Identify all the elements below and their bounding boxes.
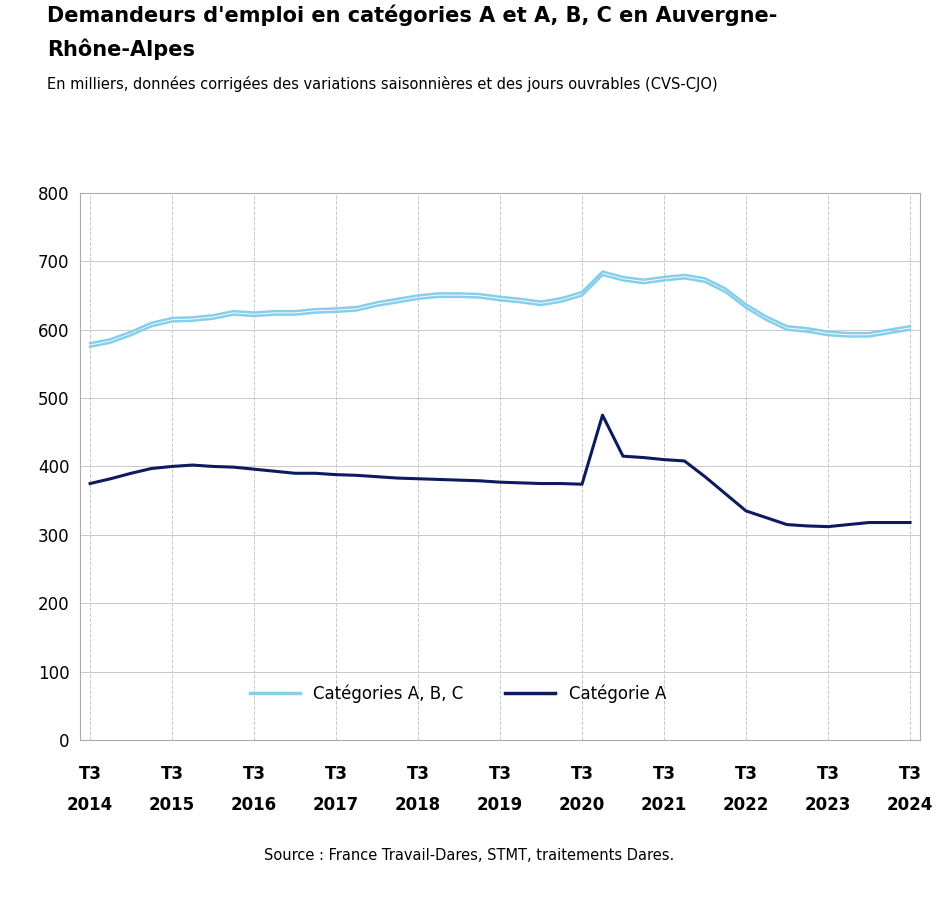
Text: En milliers, données corrigées des variations saisonnières et des jours ouvrable: En milliers, données corrigées des varia… [47,76,717,92]
Text: T3: T3 [242,765,266,783]
Text: T3: T3 [571,765,593,783]
Text: 2022: 2022 [723,796,769,814]
Text: 2019: 2019 [477,796,523,814]
Text: T3: T3 [734,765,758,783]
Text: Demandeurs d'emploi en catégories A et A, B, C en Auvergne-: Demandeurs d'emploi en catégories A et A… [47,4,777,26]
Text: Source : France Travail-Dares, STMT, traitements Dares.: Source : France Travail-Dares, STMT, tra… [265,848,674,863]
Text: 2016: 2016 [231,796,277,814]
Text: T3: T3 [899,765,921,783]
Text: T3: T3 [79,765,101,783]
Text: T3: T3 [161,765,183,783]
Text: 2023: 2023 [805,796,851,814]
Legend: Catégories A, B, C, Catégorie A: Catégories A, B, C, Catégorie A [243,678,672,710]
Text: 2020: 2020 [559,796,605,814]
Text: 2024: 2024 [886,796,933,814]
Text: 2017: 2017 [313,796,359,814]
Text: 2014: 2014 [67,796,114,814]
Text: 2015: 2015 [149,796,195,814]
Text: 2018: 2018 [395,796,441,814]
Text: T3: T3 [407,765,429,783]
Text: T3: T3 [817,765,839,783]
Text: Rhône-Alpes: Rhône-Alpes [47,39,195,60]
Text: 2021: 2021 [641,796,687,814]
Text: T3: T3 [653,765,675,783]
Text: T3: T3 [488,765,512,783]
Text: T3: T3 [325,765,347,783]
